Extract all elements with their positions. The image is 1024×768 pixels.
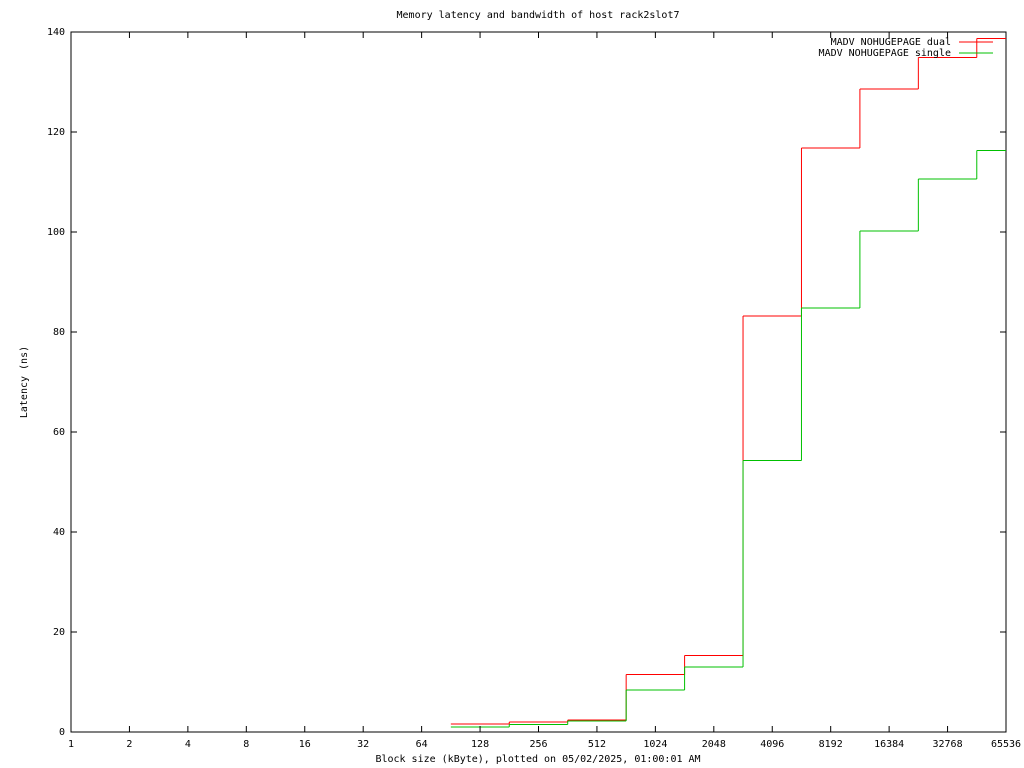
y-tick-label: 80 — [53, 327, 65, 338]
x-tick-label: 32768 — [933, 739, 963, 750]
chart-title: Memory latency and bandwidth of host rac… — [397, 10, 680, 21]
x-tick-label: 1024 — [643, 739, 667, 750]
x-axis-label: Block size (kByte), plotted on 05/02/202… — [375, 754, 700, 765]
y-tick-label: 40 — [53, 527, 65, 538]
legend-label: MADV NOHUGEPAGE dual — [831, 37, 951, 48]
x-tick-label: 16 — [299, 739, 311, 750]
x-tick-label: 8192 — [819, 739, 843, 750]
x-tick-label: 64 — [416, 739, 428, 750]
x-tick-label: 4 — [185, 739, 191, 750]
x-tick-label: 65536 — [991, 739, 1021, 750]
x-tick-label: 1 — [68, 739, 74, 750]
plot-area — [450, 38, 1006, 728]
x-tick-label: 32 — [357, 739, 369, 750]
x-tick-label: 2048 — [702, 739, 726, 750]
y-tick-label: 0 — [59, 727, 65, 738]
y-tick-label: 100 — [47, 227, 65, 238]
x-tick-label: 4096 — [760, 739, 784, 750]
y-axis-label: Latency (ns) — [19, 346, 30, 418]
plot-frame — [70, 31, 1007, 733]
y-tick-label: 60 — [53, 427, 65, 438]
x-tick-label: 2 — [126, 739, 132, 750]
x-tick-label: 16384 — [874, 739, 904, 750]
x-tick-label: 256 — [529, 739, 547, 750]
legend-label: MADV NOHUGEPAGE single — [819, 48, 951, 59]
y-tick-label: 120 — [47, 127, 65, 138]
x-tick-label: 128 — [471, 739, 489, 750]
x-tick-label: 8 — [243, 739, 249, 750]
x-tick-label: 512 — [588, 739, 606, 750]
y-tick-label: 140 — [47, 27, 65, 38]
y-tick-label: 20 — [53, 627, 65, 638]
